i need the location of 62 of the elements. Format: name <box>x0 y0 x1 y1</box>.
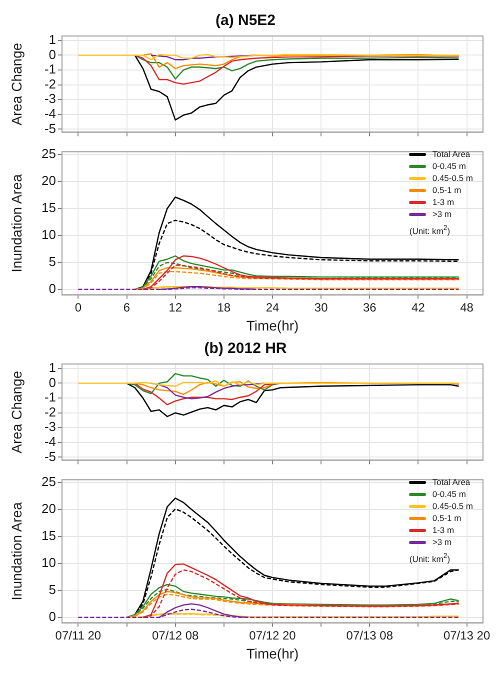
y-tick-label: -4 <box>44 434 56 450</box>
y-tick-label: 10 <box>42 227 56 242</box>
y-tick-label: -5 <box>44 120 56 136</box>
y-tick-label: -3 <box>44 91 56 106</box>
y-axis-title: Area Change <box>8 370 24 454</box>
x-axis-title: Time(hr) <box>246 317 299 334</box>
y-tick-label: -2 <box>44 404 56 420</box>
y-tick-label: 15 <box>42 200 56 216</box>
y-tick-label: 0 <box>48 608 56 624</box>
y-tick-label: -1 <box>44 390 56 405</box>
legend-label: 0.45-0.5 m <box>432 500 473 512</box>
x-tick-label: 18 <box>217 300 231 314</box>
x-tick-label: 42 <box>412 300 426 314</box>
x-tick-label: 24 <box>266 300 280 314</box>
x-tick-label: 36 <box>362 300 377 314</box>
y-tick-label: -2 <box>44 76 56 92</box>
x-tick-label: 48 <box>460 300 474 314</box>
x-axis-title: Time(hr) <box>246 645 299 662</box>
legend-label: >3 m <box>432 536 452 548</box>
x-tick-label: 07/11 20 <box>55 628 102 642</box>
chart-title: (a) N5E2 <box>215 12 276 30</box>
y-tick-label: -1 <box>44 62 56 77</box>
x-tick-label: 07/12 08 <box>152 628 200 642</box>
y-tick-label: 20 <box>42 173 56 188</box>
legend-label: 0-0.45 m <box>432 160 466 172</box>
x-tick-label: 07/13 20 <box>443 628 490 642</box>
x-tick-label: 6 <box>123 300 130 314</box>
y-axis-title: Area Change <box>8 42 24 126</box>
legend-label: 1-3 m <box>432 524 454 536</box>
x-tick-label: 30 <box>314 300 328 314</box>
y-tick-label: -4 <box>44 106 56 122</box>
legend-label: 1-3 m <box>432 196 454 208</box>
legend-label: 0.45-0.5 m <box>432 172 473 184</box>
x-tick-label: 12 <box>168 300 182 314</box>
x-tick-label: 0 <box>74 300 82 314</box>
chart-title: (b) 2012 HR <box>204 340 287 358</box>
y-tick-label: 15 <box>42 528 56 544</box>
y-tick-label: 1 <box>48 360 56 376</box>
legend-label: 0.5-1 m <box>432 512 462 524</box>
annotation: (Unit: km$^{2}$) <box>409 551 452 565</box>
annotation: (Unit: km$^{2}$) <box>409 223 452 237</box>
legend-label: >3 m <box>432 208 452 220</box>
y-tick-label: -5 <box>44 448 56 464</box>
y-tick-label: -3 <box>44 419 56 434</box>
y-tick-label: 25 <box>42 474 56 490</box>
y-tick-label: 25 <box>42 146 56 162</box>
x-tick-label: 07/13 08 <box>346 628 394 642</box>
legend-label: 0-0.45 m <box>432 488 466 500</box>
legend-label: Total Area <box>432 148 470 160</box>
y-tick-label: 5 <box>48 254 56 269</box>
y-tick-label: 1 <box>48 32 56 48</box>
y-axis-title: Inundation Area <box>8 174 24 272</box>
x-tick-label: 07/12 20 <box>249 628 296 642</box>
legend-label: Total Area <box>432 476 470 488</box>
y-tick-label: 0 <box>48 280 56 296</box>
y-tick-label: 5 <box>48 582 56 597</box>
y-tick-label: 0 <box>48 374 56 390</box>
y-tick-label: 0 <box>48 46 56 62</box>
y-tick-label: 20 <box>42 501 56 516</box>
y-tick-label: 10 <box>42 555 56 570</box>
legend-label: 0.5-1 m <box>432 184 462 196</box>
y-axis-title: Inundation Area <box>8 502 24 600</box>
